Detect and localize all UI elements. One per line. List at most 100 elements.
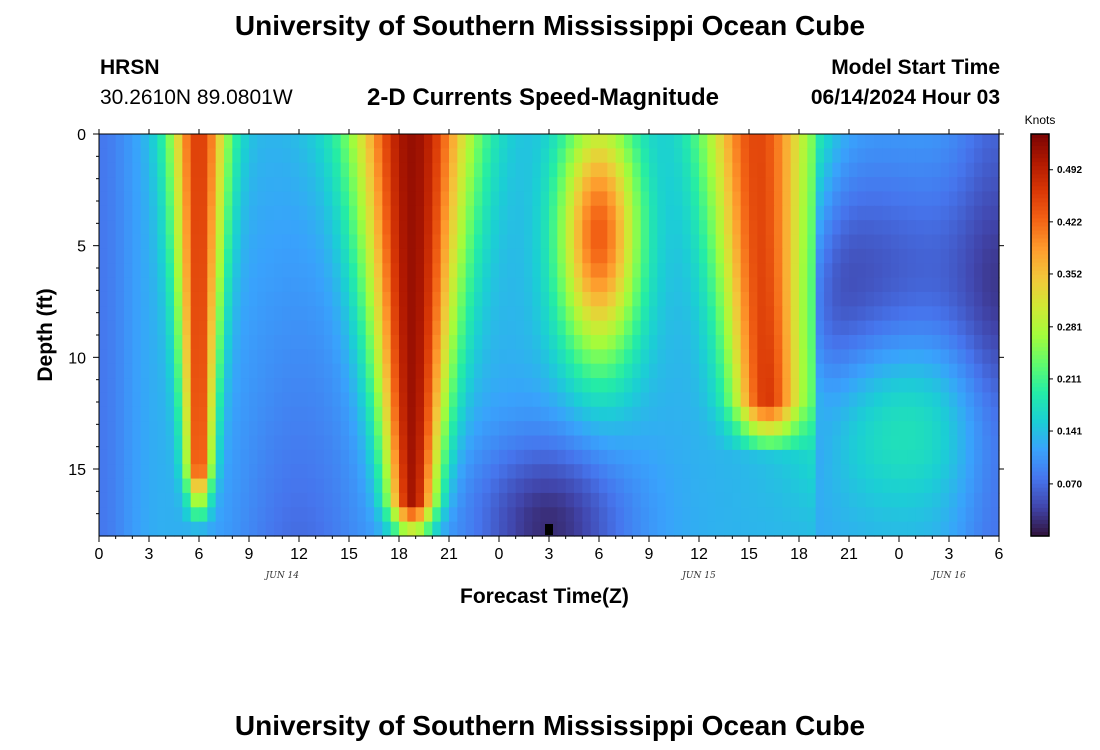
heatmap-cell (782, 492, 792, 508)
heatmap-cell (449, 277, 458, 293)
heatmap-cell (574, 220, 583, 236)
heatmap-cell (190, 234, 200, 250)
heatmap-cell (949, 162, 958, 178)
heatmap-cell (690, 435, 700, 451)
heatmap-cell (390, 349, 400, 365)
x-tick-label: 15 (740, 546, 758, 563)
heatmap-cell (915, 435, 925, 451)
heatmap-cell (282, 177, 292, 193)
heatmap-cell (757, 421, 767, 437)
heatmap-cell (657, 349, 667, 365)
heatmap-cell (315, 421, 325, 437)
heatmap-cell (207, 191, 217, 207)
heatmap-cell (140, 306, 150, 322)
colorbar-cell (1031, 290, 1049, 296)
heatmap-cell (182, 306, 192, 322)
heatmap-cell (699, 220, 708, 236)
heatmap-cell (924, 421, 933, 437)
heatmap-cell (557, 435, 567, 451)
heatmap-cell (207, 507, 217, 523)
heatmap-cell (182, 392, 192, 408)
heatmap-cell (957, 205, 967, 221)
heatmap-cell (565, 464, 575, 480)
heatmap-cell (540, 162, 550, 178)
heatmap-cell (940, 306, 950, 322)
heatmap-cell (857, 320, 867, 336)
heatmap-cell (324, 521, 333, 537)
heatmap-cell (440, 464, 450, 480)
heatmap-cell (532, 220, 542, 236)
heatmap-cell (549, 449, 558, 465)
heatmap-cell (324, 306, 333, 322)
heatmap-cell (874, 335, 883, 350)
heatmap-cell (415, 435, 425, 451)
heatmap-cell (390, 148, 400, 164)
heatmap-cell (332, 521, 342, 537)
heatmap-cell (782, 478, 792, 494)
heatmap-cell (690, 492, 700, 508)
heatmap-cell (815, 263, 825, 279)
heatmap-cell (499, 248, 508, 264)
heatmap-cell (349, 363, 358, 379)
heatmap-cell (507, 162, 517, 178)
heatmap-cell (682, 306, 692, 322)
heatmap-cell (599, 492, 608, 508)
heatmap-cell (715, 205, 725, 221)
heatmap-cell (807, 248, 817, 264)
heatmap-cell (399, 263, 408, 279)
heatmap-cell (765, 406, 775, 422)
heatmap-cell (865, 277, 875, 293)
heatmap-cell (682, 177, 692, 193)
heatmap-cell (157, 191, 167, 207)
heatmap-cell (215, 435, 225, 451)
heatmap-cell (374, 234, 383, 250)
heatmap-cell (115, 349, 125, 365)
heatmap-cell (182, 521, 192, 537)
heatmap-cell (640, 177, 650, 193)
heatmap-cell (199, 464, 208, 480)
heatmap-cell (199, 205, 208, 221)
heatmap-cell (115, 449, 125, 465)
heatmap-cell (774, 277, 783, 293)
heatmap-cell (332, 421, 342, 437)
heatmap-cell (340, 205, 350, 221)
heatmap-cell (190, 521, 200, 537)
heatmap-cell (440, 521, 450, 537)
colorbar-unit-label: Knots (1025, 113, 1056, 127)
heatmap-cell (582, 291, 592, 307)
heatmap-cell (815, 220, 825, 236)
heatmap-cell (124, 248, 133, 264)
heatmap-cell (257, 234, 267, 250)
heatmap-cell (365, 263, 375, 279)
heatmap-cell (540, 435, 550, 451)
heatmap-cell (865, 177, 875, 193)
heatmap-cell (899, 320, 908, 336)
heatmap-cell (907, 349, 917, 365)
heatmap-cell (157, 349, 167, 365)
heatmap-cell (357, 162, 367, 178)
heatmap-cell (599, 220, 608, 236)
heatmap-cell (832, 392, 842, 408)
heatmap-cell (799, 464, 808, 480)
heatmap-cell (590, 335, 600, 350)
heatmap-cell (324, 349, 333, 365)
heatmap-cell (982, 406, 992, 422)
heatmap-cell (607, 478, 617, 494)
heatmap-cell (190, 177, 200, 193)
heatmap-cell (532, 378, 542, 394)
heatmap-cell (507, 277, 517, 293)
heatmap-cell (582, 191, 592, 207)
heatmap-cell (690, 263, 700, 279)
heatmap-cell (849, 234, 858, 250)
heatmap-cell (382, 234, 392, 250)
heatmap-cell (115, 421, 125, 437)
heatmap-cell (349, 449, 358, 465)
heatmap-cell (940, 148, 950, 164)
heatmap-cell (315, 177, 325, 193)
colorbar-cell (1031, 230, 1049, 236)
heatmap-cell (990, 464, 1000, 480)
heatmap-cell (990, 205, 1000, 221)
x-tick-label: 6 (195, 546, 204, 563)
heatmap-cell (424, 478, 433, 494)
heatmap-cell (115, 205, 125, 221)
